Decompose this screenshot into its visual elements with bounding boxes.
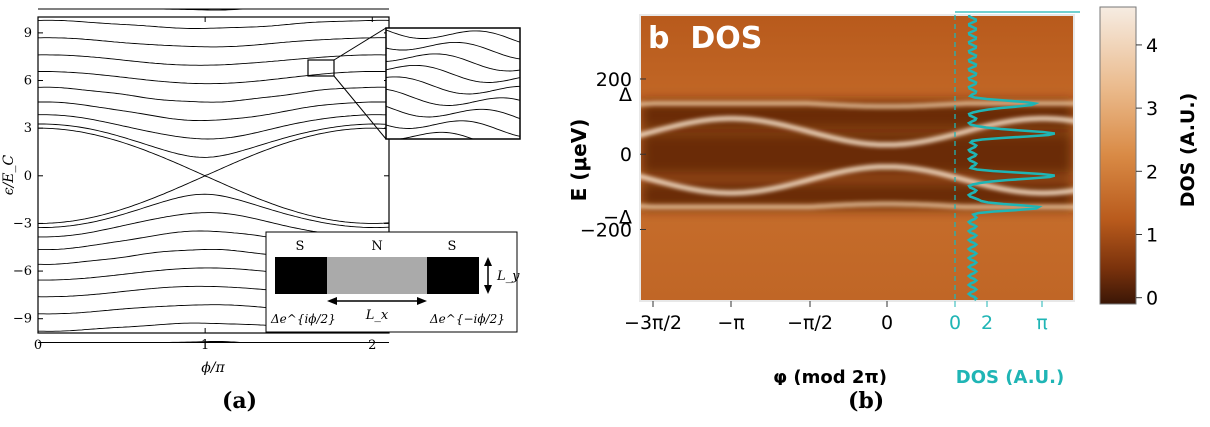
superconductor-left xyxy=(275,257,327,294)
x-tick-label: 0 xyxy=(34,338,42,353)
colorbar-tick-label: 1 xyxy=(1146,224,1158,246)
energy-level xyxy=(38,124,389,157)
energy-level xyxy=(38,102,389,121)
label-n: N xyxy=(371,239,382,254)
zoom-inset xyxy=(386,28,520,149)
panel-title: b DOS xyxy=(648,21,762,56)
y-delta-label: Δ xyxy=(619,84,632,106)
caption-b: (b) xyxy=(848,388,884,414)
heatmap xyxy=(635,15,1079,301)
x-tick-label: 1 xyxy=(201,338,209,353)
colorbar-tick-label: 0 xyxy=(1146,288,1158,310)
energy-level xyxy=(38,55,389,66)
y-tick-label: 0 xyxy=(620,144,632,166)
normal-region xyxy=(327,257,427,294)
dos-x-tick-label: 0 xyxy=(949,312,961,334)
y-tick-label: 6 xyxy=(24,74,32,89)
energy-level xyxy=(38,38,389,47)
y-tick-label: −9 xyxy=(13,312,32,327)
energy-level xyxy=(38,71,389,83)
colorbar-tick-label: 4 xyxy=(1146,35,1158,57)
x-axis-label: φ (mod 2π) xyxy=(773,367,887,385)
colorbar-tick-label: 2 xyxy=(1146,161,1158,183)
y-tick-label: −3 xyxy=(13,216,32,231)
x-tick-label: 2 xyxy=(368,338,376,353)
caption-a: (a) xyxy=(222,388,257,414)
dos-x-tick-label: 2 xyxy=(981,312,993,334)
y-tick-label: 9 xyxy=(24,26,32,41)
superconductor-right xyxy=(427,257,479,294)
colorbar-ticks: 0 1 2 3 4 xyxy=(1136,35,1158,310)
y-axis-label: E (μeV) xyxy=(567,119,591,202)
y-tick-label: 0 xyxy=(24,169,32,184)
y-delta-label: −Δ xyxy=(603,206,632,228)
x-tick-label: −π/2 xyxy=(787,312,833,334)
y-axis-label: ϵ/E_C xyxy=(1,154,17,195)
energy-level xyxy=(38,20,389,28)
label-right-phase: Δe^{−iϕ/2} xyxy=(429,312,505,326)
y-tick-label: 3 xyxy=(24,121,32,136)
dos-x-tick-label: π xyxy=(1036,312,1047,334)
energy-level xyxy=(38,176,389,223)
sns-junction-inset: S N S L_x L_y Δe^{iϕ/2} Δe^{−iϕ/2} xyxy=(266,232,520,332)
x-tick-label: 0 xyxy=(881,312,893,334)
colorbar xyxy=(1100,7,1136,304)
label-lx: L_x xyxy=(365,308,389,323)
energy-level xyxy=(38,194,389,227)
energy-level xyxy=(38,87,389,102)
label-s-left: S xyxy=(296,239,305,254)
panel-a-spectrum: 0 1 2 −9 −6 −3 0 3 6 9 ϵ/E_C ϕ/π S N S L_x L_y Δe… xyxy=(0,0,530,385)
dos-axis-label: DOS (A.U.) xyxy=(956,367,1064,385)
label-ly: L_y xyxy=(496,269,520,284)
zoom-connector-bottom xyxy=(334,76,386,139)
y-tick-label: −6 xyxy=(13,264,32,279)
x-axis-label: ϕ/π xyxy=(201,360,225,376)
colorbar-label: DOS (A.U.) xyxy=(1177,93,1199,208)
colorbar-tick-label: 3 xyxy=(1146,98,1158,120)
x-tick-label: −3π/2 xyxy=(624,312,682,334)
label-left-phase: Δe^{iϕ/2} xyxy=(270,312,336,326)
energy-level xyxy=(38,128,389,175)
x-tick-label: −π xyxy=(717,312,744,334)
label-s-right: S xyxy=(448,239,457,254)
